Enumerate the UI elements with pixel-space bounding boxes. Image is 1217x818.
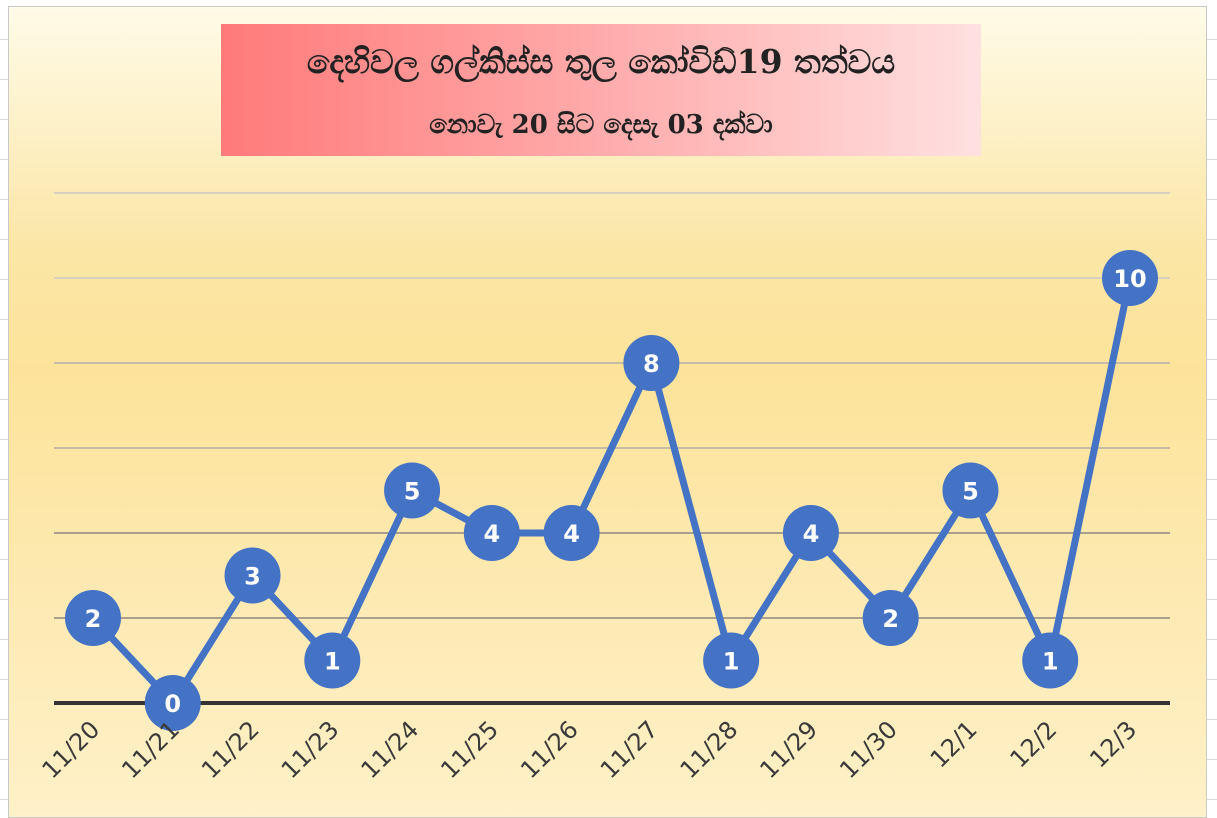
data-marker[interactable] xyxy=(862,590,919,646)
chart-title-box: දෙහිවල ගල්කිස්ස තුල කෝවිඩ්19 තත්වය නොවැ … xyxy=(221,24,981,156)
data-marker[interactable] xyxy=(384,462,441,519)
x-tick-label: 12/1 xyxy=(925,715,983,773)
chart-subtitle: නොවැ 20 සිට දෙසැ 03 දක්වා xyxy=(429,110,773,140)
data-label: 1 xyxy=(324,648,341,676)
data-label: 2 xyxy=(882,605,899,633)
data-label: 5 xyxy=(404,478,421,506)
x-tick-label: 11/26 xyxy=(515,715,584,784)
data-label: 4 xyxy=(803,520,820,548)
data-label: 10 xyxy=(1113,265,1146,293)
data-label: 0 xyxy=(164,690,181,718)
x-tick-label: 11/20 xyxy=(37,715,106,784)
data-label: 4 xyxy=(563,520,580,548)
data-label: 5 xyxy=(962,478,979,506)
x-tick-label: 11/23 xyxy=(276,715,345,784)
data-point-11/28[interactable]: 1 xyxy=(703,632,760,689)
x-tick-label: 11/25 xyxy=(435,715,504,784)
x-tick-label: 12/2 xyxy=(1005,715,1063,773)
data-label: 2 xyxy=(85,605,102,633)
data-marker[interactable] xyxy=(942,462,999,519)
data-marker[interactable] xyxy=(65,590,121,646)
data-marker[interactable] xyxy=(144,675,201,731)
data-marker[interactable] xyxy=(1102,250,1158,306)
data-point-11/27[interactable]: 8 xyxy=(623,335,680,391)
data-marker[interactable] xyxy=(463,505,520,561)
data-point-11/29[interactable]: 4 xyxy=(782,505,839,561)
data-marker[interactable] xyxy=(703,632,760,689)
data-point-12/1[interactable]: 5 xyxy=(942,462,999,519)
x-tick-label: 11/21 xyxy=(116,715,185,784)
data-point-11/20[interactable]: 2 xyxy=(65,590,121,646)
data-marker[interactable] xyxy=(224,547,281,604)
data-marker[interactable] xyxy=(623,335,680,391)
data-marker[interactable] xyxy=(782,505,839,561)
data-label: 1 xyxy=(723,648,740,676)
data-marker[interactable] xyxy=(543,505,600,561)
x-tick-label: 11/28 xyxy=(675,715,744,784)
data-point-11/26[interactable]: 4 xyxy=(543,505,600,561)
chart-area[interactable]: දෙහිවල ගල්කිස්ස තුල කෝවිඩ්19 තත්වය නොවැ … xyxy=(8,6,1207,818)
data-label: 4 xyxy=(483,520,500,548)
data-label: 8 xyxy=(643,350,660,378)
data-point-11/22[interactable]: 3 xyxy=(224,547,281,604)
chart-title: දෙහිවල ගල්කිස්ස තුල කෝවිඩ්19 තත්වය xyxy=(306,42,896,81)
data-point-11/21[interactable]: 0 xyxy=(144,675,201,731)
data-point-11/25[interactable]: 4 xyxy=(463,505,520,561)
x-tick-label: 11/27 xyxy=(595,715,664,784)
data-marker[interactable] xyxy=(304,632,361,689)
x-tick-label: 12/3 xyxy=(1084,715,1142,773)
data-point-11/23[interactable]: 1 xyxy=(304,632,361,689)
data-point-12/2[interactable]: 1 xyxy=(1022,632,1079,689)
x-tick-label: 11/30 xyxy=(834,715,903,784)
data-label: 1 xyxy=(1042,648,1059,676)
x-tick-label: 11/22 xyxy=(196,715,265,784)
x-tick-labels: 11/20 11/21 11/22 11/23 11/24 11/25 11/26 11/27… xyxy=(37,715,1143,784)
data-markers: 2 0 3 1 5 4 4 8 1 4 2 5 1 10 xyxy=(65,250,1158,731)
data-point-11/24[interactable]: 5 xyxy=(384,462,441,519)
data-point-11/30[interactable]: 2 xyxy=(862,590,919,646)
data-marker[interactable] xyxy=(1022,632,1079,689)
data-point-12/3[interactable]: 10 xyxy=(1102,250,1158,306)
data-label: 3 xyxy=(244,563,261,591)
x-tick-label: 11/29 xyxy=(754,715,823,784)
x-tick-label: 11/24 xyxy=(356,715,425,784)
